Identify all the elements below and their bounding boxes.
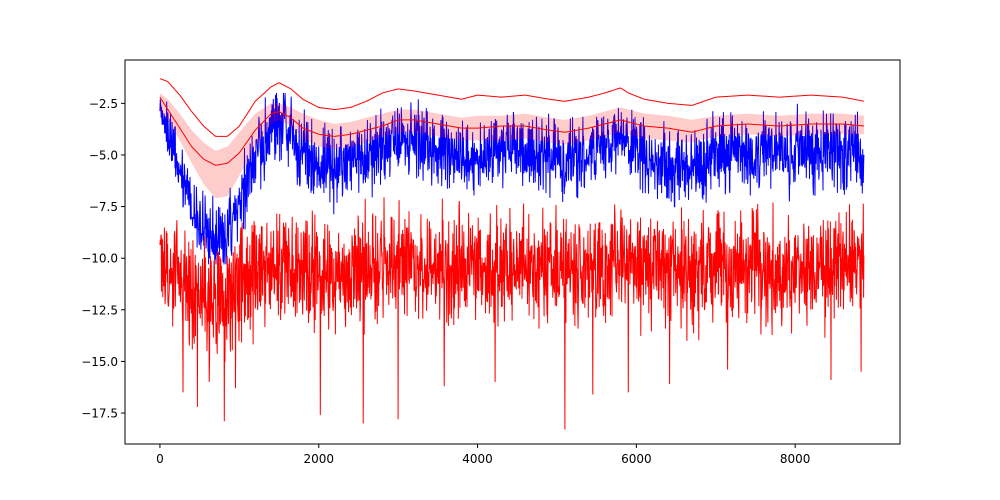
series-4-trace	[159, 197, 865, 430]
series-2-line	[159, 96, 864, 166]
y-tick-label: −7.5	[89, 200, 118, 214]
series-layer	[159, 78, 865, 430]
y-tick-label: −17.5	[81, 407, 118, 421]
series-3-trace	[159, 92, 865, 265]
y-tick-label: −15.0	[81, 355, 118, 369]
y-tick-label: −2.5	[89, 97, 118, 111]
x-tick-label: 6000	[621, 452, 652, 466]
y-tick-label: −5.0	[89, 148, 118, 162]
x-tick-label: 2000	[303, 452, 334, 466]
x-tick-label: 4000	[462, 452, 493, 466]
y-axis: −2.5 −5.0 −7.5 −10.0 −12.5 −15.0 −17.5	[81, 97, 125, 421]
plot-frame	[124, 59, 901, 445]
series-0-line	[159, 78, 864, 137]
x-axis: 0 2000 4000 6000 8000	[156, 444, 810, 466]
y-tick-label: −10.0	[81, 252, 118, 266]
y-tick-label: −12.5	[81, 303, 118, 317]
x-tick-label: 0	[156, 452, 164, 466]
x-tick-label: 8000	[780, 452, 811, 466]
series-1-band	[159, 93, 864, 199]
